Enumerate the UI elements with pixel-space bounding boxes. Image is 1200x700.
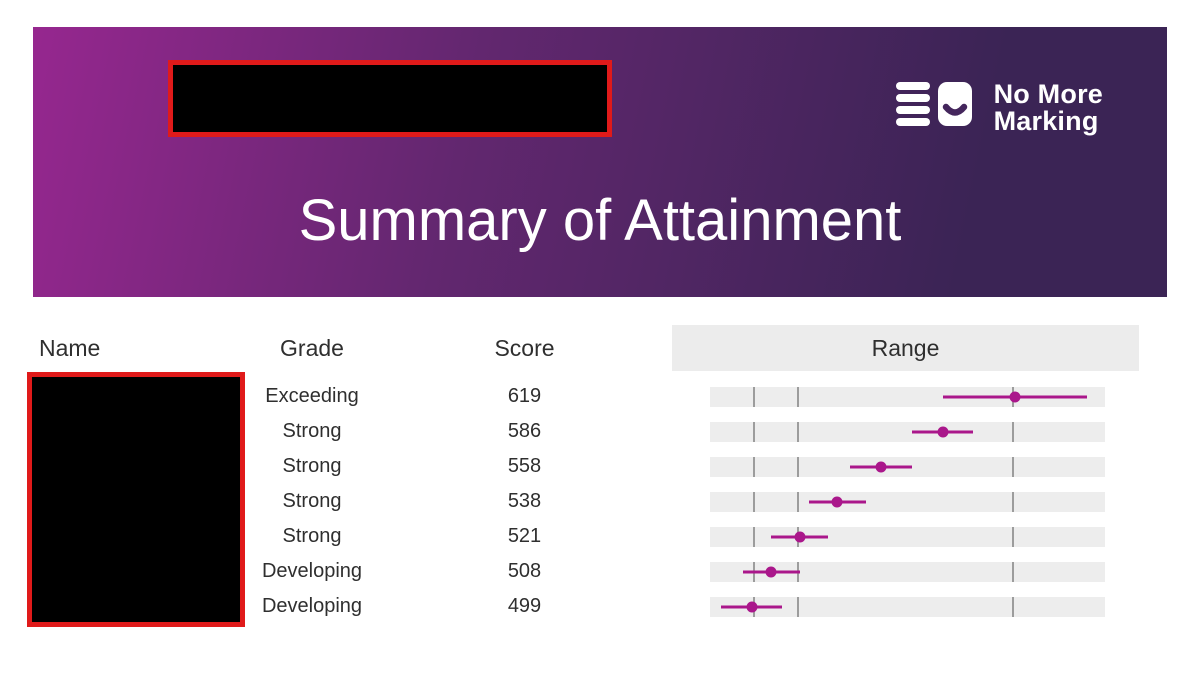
score-dot — [1009, 391, 1021, 402]
range-cell — [672, 589, 1139, 624]
column-header-score: Score — [494, 334, 555, 361]
score-dot — [937, 426, 949, 437]
range-cell — [672, 449, 1139, 484]
header-banner: No More Marking Summary of Attainment — [33, 27, 1167, 297]
score-dot — [746, 601, 758, 612]
range-gridline — [1011, 526, 1014, 547]
grade-cell: Strong — [282, 490, 342, 512]
range-gridline — [752, 491, 755, 512]
score-cell: 521 — [507, 525, 542, 547]
score-dot — [875, 461, 887, 472]
score-cell: 508 — [507, 560, 542, 582]
range-cell — [672, 519, 1139, 554]
column-header-range: Range — [672, 325, 1139, 371]
column-header-grade: Grade — [280, 334, 344, 361]
range-strip — [710, 421, 1105, 442]
score-cell: 558 — [507, 455, 542, 477]
table-body: Exceeding 619 Strong 586 Strong 558 Stro… — [27, 379, 1139, 624]
range-gridline — [1011, 561, 1014, 582]
nmm-logo-line2: Marking — [993, 105, 1099, 136]
range-cell — [672, 484, 1139, 519]
table-row: Strong 538 — [27, 484, 1139, 519]
range-gridline — [752, 421, 755, 442]
grade-cell: Strong — [282, 455, 342, 477]
score-dot — [794, 531, 806, 542]
range-cell — [672, 414, 1139, 449]
range-strip — [710, 561, 1105, 582]
range-gridline — [796, 596, 799, 617]
score-cell: 619 — [507, 385, 542, 407]
score-cell: 586 — [507, 420, 542, 442]
table-row: Exceeding 619 — [27, 379, 1139, 414]
table-header-row: Name Grade Score Range — [27, 325, 1139, 371]
range-gridline — [796, 456, 799, 477]
school-name-redaction — [168, 60, 612, 137]
range-cell — [672, 554, 1139, 589]
score-dot — [831, 496, 843, 507]
range-gridline — [1011, 421, 1014, 442]
range-cell — [672, 379, 1139, 414]
nmm-logo-text: No More Marking — [993, 78, 1103, 136]
range-gridline — [752, 526, 755, 547]
score-cell: 499 — [507, 595, 542, 617]
grade-cell: Strong — [282, 420, 342, 442]
range-gridline — [752, 386, 755, 407]
column-header-name: Name — [39, 334, 101, 361]
grade-cell: Developing — [261, 595, 363, 617]
grade-cell: Strong — [282, 525, 342, 547]
table-row: Strong 521 — [27, 519, 1139, 554]
table-row: Developing 499 — [27, 589, 1139, 624]
table-row: Strong 558 — [27, 449, 1139, 484]
score-dot — [765, 566, 777, 577]
score-cell: 538 — [507, 490, 542, 512]
range-gridline — [796, 386, 799, 407]
nmm-logo: No More Marking — [895, 78, 1103, 136]
grade-cell: Exceeding — [265, 385, 359, 407]
range-gridline — [752, 456, 755, 477]
range-strip — [710, 526, 1105, 547]
range-gridline — [1011, 456, 1014, 477]
range-strip — [710, 456, 1105, 477]
page-title: Summary of Attainment — [298, 188, 902, 253]
attainment-table: Name Grade Score Range Exceeding 619 Str… — [27, 325, 1139, 627]
range-gridline — [1011, 596, 1014, 617]
range-gridline — [796, 421, 799, 442]
nmm-logo-icon — [895, 80, 972, 135]
range-gridline — [1011, 491, 1014, 512]
range-strip — [710, 596, 1105, 617]
nmm-logo-line1: No More — [993, 78, 1103, 109]
names-redaction — [27, 372, 245, 627]
range-strip — [710, 386, 1105, 407]
table-row: Strong 586 — [27, 414, 1139, 449]
grade-cell: Developing — [261, 560, 363, 582]
table-row: Developing 508 — [27, 554, 1139, 589]
range-gridline — [796, 491, 799, 512]
range-strip — [710, 491, 1105, 512]
